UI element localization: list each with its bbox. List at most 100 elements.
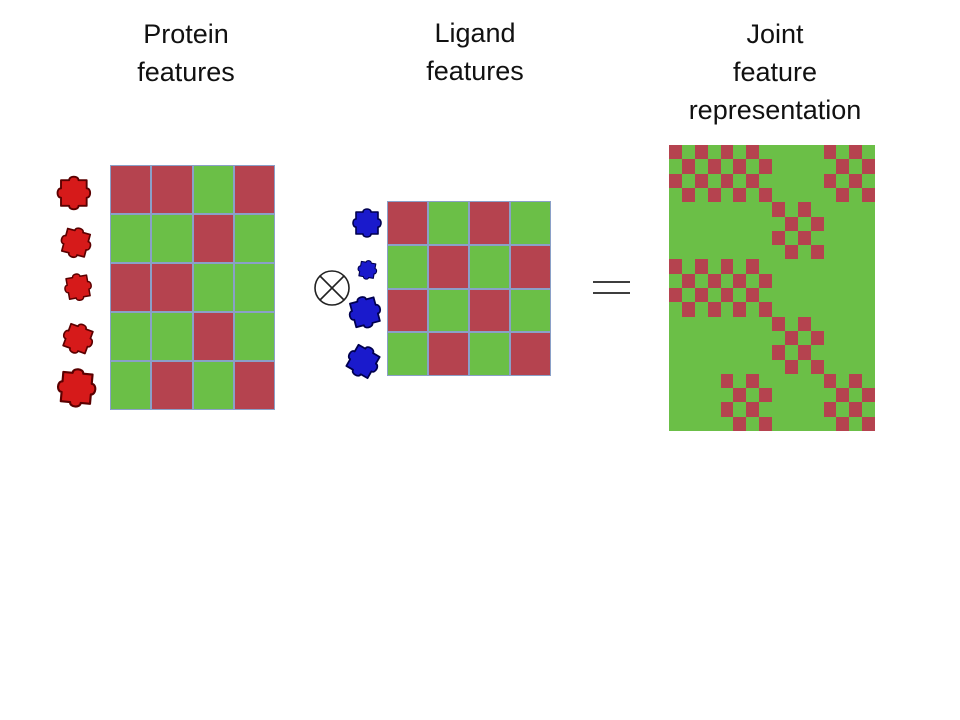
matrix-cell — [823, 345, 837, 360]
matrix-cell — [694, 216, 708, 231]
matrix-cell — [681, 216, 695, 231]
matrix-cell — [810, 259, 824, 274]
matrix-cell — [797, 187, 811, 203]
matrix-cell — [669, 316, 682, 331]
matrix-cell — [784, 388, 798, 403]
matrix-cell — [707, 159, 721, 174]
matrix-cell — [862, 302, 875, 317]
matrix-cell — [784, 230, 798, 246]
matrix-cell — [510, 201, 551, 245]
matrix-cell — [810, 316, 824, 331]
matrix-cell — [810, 359, 824, 374]
matrix-cell — [862, 273, 875, 288]
matrix-cell — [759, 173, 772, 188]
matrix-cell — [862, 388, 875, 403]
matrix-cell — [784, 373, 798, 389]
matrix-cell — [694, 187, 708, 203]
matrix-cell — [759, 202, 772, 217]
matrix-cell — [862, 216, 875, 231]
matrix-cell — [694, 173, 708, 188]
matrix-cell — [746, 402, 760, 417]
matrix-cell — [746, 216, 760, 231]
matrix-cell — [720, 216, 734, 231]
matrix-cell — [681, 316, 695, 331]
matrix-cell — [772, 187, 785, 203]
matrix-cell — [810, 230, 824, 246]
matrix-cell — [836, 202, 850, 217]
matrix-cell — [772, 259, 785, 274]
matrix-cell — [746, 288, 760, 303]
matrix-cell — [836, 359, 850, 374]
matrix-cell — [192, 312, 234, 361]
matrix-cell — [759, 345, 772, 360]
matrix-cell — [759, 302, 772, 317]
matrix-cell — [862, 373, 875, 389]
matrix-cell — [810, 159, 824, 174]
protein-title-line-2: features — [137, 57, 235, 87]
matrix-cell — [681, 202, 695, 217]
matrix-cell — [707, 187, 721, 203]
matrix-cell — [797, 173, 811, 188]
matrix-cell — [681, 402, 695, 417]
matrix-cell — [669, 359, 682, 374]
matrix-cell — [669, 345, 682, 360]
matrix-cell — [746, 259, 760, 274]
matrix-cell — [694, 402, 708, 417]
matrix-cell — [192, 263, 234, 312]
matrix-cell — [797, 145, 811, 160]
matrix-cell — [669, 187, 682, 203]
matrix-cell — [733, 288, 747, 303]
matrix-cell — [669, 216, 682, 231]
matrix-cell — [233, 361, 275, 410]
matrix-cell — [797, 373, 811, 389]
matrix-cell — [746, 302, 760, 317]
matrix-cell — [759, 288, 772, 303]
matrix-cell — [836, 245, 850, 260]
matrix-cell — [151, 214, 193, 263]
matrix-cell — [849, 373, 863, 389]
matrix-cell — [707, 359, 721, 374]
matrix-cell — [192, 214, 234, 263]
matrix-cell — [862, 187, 875, 203]
matrix-cell — [836, 216, 850, 231]
matrix-cell — [797, 202, 811, 217]
matrix-cell — [469, 332, 510, 376]
matrix-cell — [862, 359, 875, 374]
matrix-cell — [759, 245, 772, 260]
matrix-cell — [823, 159, 837, 174]
joint-title-line-1: Joint — [746, 19, 804, 49]
matrix-cell — [469, 201, 510, 245]
matrix-cell — [669, 416, 682, 431]
matrix-cell — [849, 316, 863, 331]
matrix-cell — [233, 214, 275, 263]
matrix-cell — [849, 273, 863, 288]
matrix-cell — [387, 288, 428, 333]
matrix-cell — [759, 330, 772, 346]
matrix-cell — [823, 259, 837, 274]
matrix-cell — [733, 230, 747, 246]
matrix-cell — [720, 359, 734, 374]
matrix-cell — [810, 302, 824, 317]
matrix-cell — [733, 345, 747, 360]
matrix-cell — [681, 145, 695, 160]
matrix-cell — [694, 288, 708, 303]
matrix-cell — [192, 165, 234, 214]
matrix-cell — [681, 273, 695, 288]
matrix-cell — [784, 402, 798, 417]
matrix-cell — [772, 359, 785, 374]
matrix-cell — [681, 230, 695, 246]
matrix-cell — [823, 145, 837, 160]
matrix-cell — [862, 288, 875, 303]
matrix-cell — [849, 330, 863, 346]
matrix-cell — [707, 202, 721, 217]
matrix-cell — [720, 288, 734, 303]
matrix-cell — [823, 202, 837, 217]
matrix-cell — [849, 416, 863, 431]
matrix-cell — [681, 330, 695, 346]
matrix-cell — [797, 316, 811, 331]
matrix-cell — [669, 273, 682, 288]
matrix-cell — [151, 361, 193, 410]
joint-representation-title: Joint feature representation — [655, 15, 895, 129]
matrix-cell — [733, 145, 747, 160]
matrix-cell — [192, 361, 234, 410]
